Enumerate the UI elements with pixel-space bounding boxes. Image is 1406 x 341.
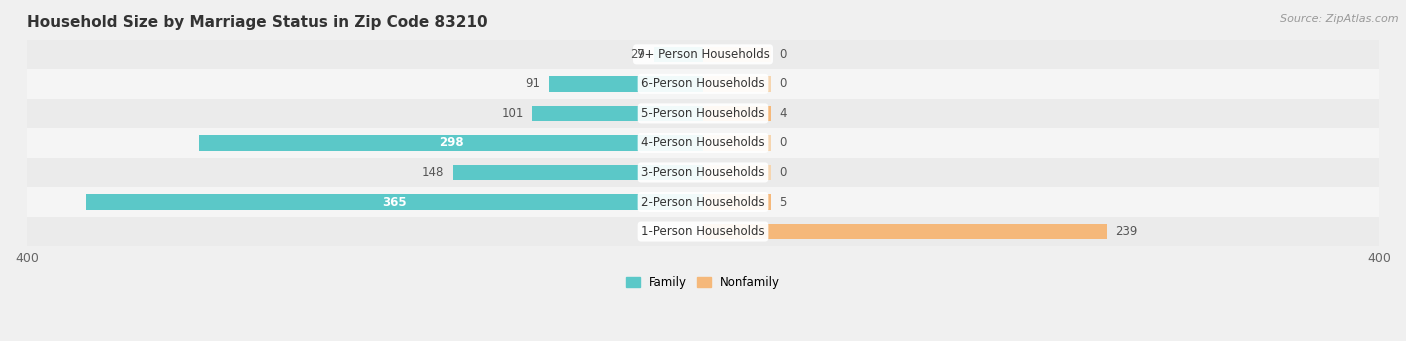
Text: Household Size by Marriage Status in Zip Code 83210: Household Size by Marriage Status in Zip… — [27, 15, 488, 30]
Legend: Family, Nonfamily: Family, Nonfamily — [621, 271, 785, 294]
Text: 1-Person Households: 1-Person Households — [641, 225, 765, 238]
Text: 0: 0 — [779, 136, 786, 149]
Bar — [27, 217, 1379, 246]
Text: 148: 148 — [422, 166, 444, 179]
Bar — [27, 158, 1379, 187]
Text: 3-Person Households: 3-Person Households — [641, 166, 765, 179]
Text: 7+ Person Households: 7+ Person Households — [637, 48, 769, 61]
Bar — [703, 106, 770, 121]
Text: 5-Person Households: 5-Person Households — [641, 107, 765, 120]
Bar — [453, 165, 703, 180]
Bar — [27, 128, 1379, 158]
Bar — [703, 224, 1107, 239]
Text: 91: 91 — [526, 77, 541, 90]
Text: 298: 298 — [439, 136, 464, 149]
Bar — [27, 99, 1379, 128]
Text: 0: 0 — [779, 77, 786, 90]
Text: 239: 239 — [1115, 225, 1137, 238]
Bar — [200, 135, 703, 151]
Bar — [86, 194, 703, 210]
Bar — [533, 106, 703, 121]
Text: 6-Person Households: 6-Person Households — [641, 77, 765, 90]
Bar — [703, 194, 770, 210]
Bar — [703, 135, 770, 151]
Text: 101: 101 — [502, 107, 524, 120]
Text: 365: 365 — [382, 195, 406, 208]
Text: 2-Person Households: 2-Person Households — [641, 195, 765, 208]
Text: Source: ZipAtlas.com: Source: ZipAtlas.com — [1281, 14, 1399, 24]
Text: 5: 5 — [779, 195, 786, 208]
Bar — [27, 69, 1379, 99]
Text: 4-Person Households: 4-Person Households — [641, 136, 765, 149]
Bar — [703, 47, 770, 62]
Text: 0: 0 — [779, 166, 786, 179]
Text: 29: 29 — [630, 48, 645, 61]
Bar — [27, 40, 1379, 69]
Text: 4: 4 — [779, 107, 786, 120]
Bar — [27, 187, 1379, 217]
Bar — [654, 47, 703, 62]
Bar — [550, 76, 703, 92]
Text: 0: 0 — [779, 48, 786, 61]
Bar — [703, 165, 770, 180]
Bar — [703, 76, 770, 92]
